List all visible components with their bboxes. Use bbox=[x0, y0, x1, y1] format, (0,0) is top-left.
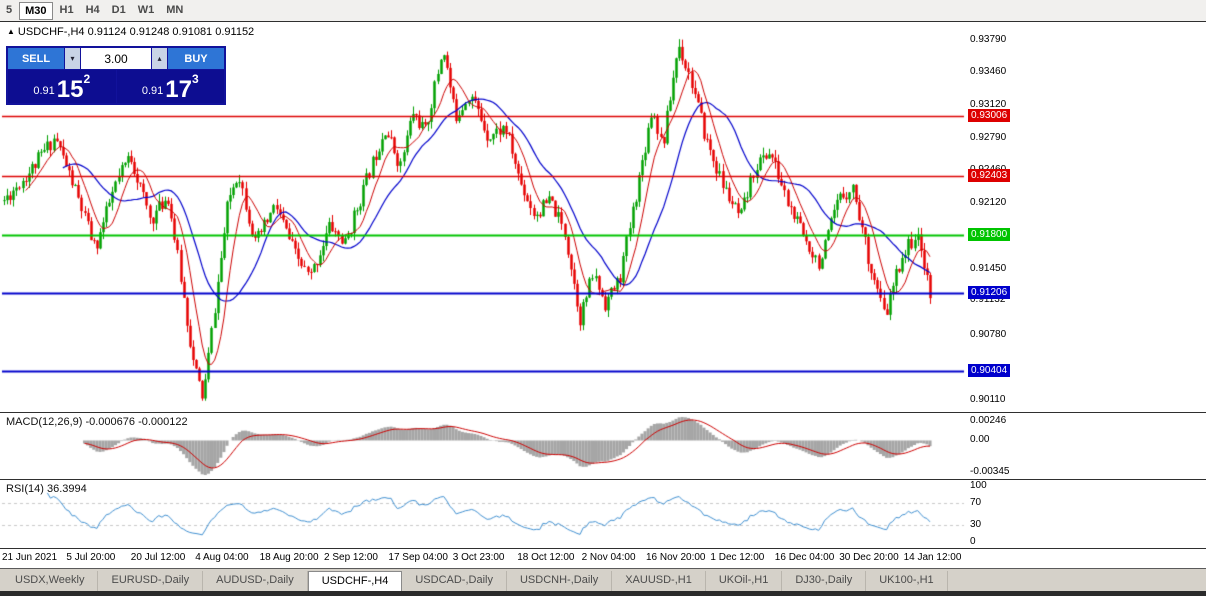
time-label: 2 Nov 04:00 bbox=[581, 552, 636, 563]
time-label: 21 Jun 2021 bbox=[2, 552, 58, 563]
buy-price-big: 17 bbox=[165, 75, 192, 103]
timeframe-button-d1[interactable]: D1 bbox=[111, 3, 126, 16]
trade-controls-row: SELL ▾ ▴ BUY bbox=[8, 48, 224, 69]
rsi-axis-label: 30 bbox=[970, 519, 982, 531]
price-tick: 0.93460 bbox=[970, 65, 1007, 77]
time-label: 18 Oct 12:00 bbox=[517, 552, 575, 563]
macd-axis: 0.00246 0.00 -0.00345 bbox=[968, 413, 1040, 479]
price-tick: 0.91450 bbox=[970, 262, 1007, 274]
chart-ohlc-header: ▲ USDCHF-,H4 0.91124 0.91248 0.91081 0.91… bbox=[7, 26, 254, 38]
time-label: 17 Sep 04:00 bbox=[388, 552, 448, 563]
rsi-axis-label: 70 bbox=[970, 496, 982, 508]
macd-axis-label: -0.00345 bbox=[970, 466, 1010, 477]
time-label: 2 Sep 12:00 bbox=[324, 552, 378, 563]
main-chart-panel: ▲ USDCHF-,H4 0.91124 0.91248 0.91081 0.91… bbox=[0, 22, 1206, 412]
buy-price-display[interactable]: 0.91 17 3 bbox=[116, 70, 224, 103]
time-label: 16 Nov 20:00 bbox=[646, 552, 706, 563]
rsi-chart[interactable] bbox=[0, 480, 966, 548]
volume-input[interactable] bbox=[81, 48, 151, 69]
time-label: 5 Jul 20:00 bbox=[66, 552, 116, 563]
sell-price-small: 0.91 bbox=[33, 85, 55, 97]
time-label: 3 Oct 23:00 bbox=[452, 552, 505, 563]
time-label: 20 Jul 12:00 bbox=[130, 552, 186, 563]
volume-increase-button[interactable]: ▴ bbox=[152, 48, 167, 69]
window-bottom-edge bbox=[0, 591, 1206, 596]
time-label: 4 Aug 04:00 bbox=[195, 552, 249, 563]
time-label: 16 Dec 04:00 bbox=[774, 552, 835, 563]
timeframe-button-h4[interactable]: H4 bbox=[85, 3, 100, 16]
rsi-label: RSI(14) 36.3994 bbox=[6, 483, 87, 495]
macd-indicator-panel: MACD(12,26,9) -0.000676 -0.000122 0.0024… bbox=[0, 412, 1206, 479]
time-label: 30 Dec 20:00 bbox=[839, 552, 899, 563]
price-tick: 0.92790 bbox=[970, 131, 1007, 143]
timeframe-button-w1[interactable]: W1 bbox=[137, 3, 155, 16]
rsi-axis-label: 100 bbox=[970, 480, 987, 491]
rsi-axis: 100 70 30 0 bbox=[968, 480, 1040, 548]
time-label: 14 Jan 12:00 bbox=[903, 552, 962, 563]
price-level-badge: 0.90404 bbox=[968, 364, 1011, 378]
chart-title: USDCHF-,H4 0.91124 0.91248 0.91081 0.911… bbox=[17, 26, 255, 38]
price-level-badge: 0.93006 bbox=[968, 109, 1011, 123]
volume-decrease-button[interactable]: ▾ bbox=[65, 48, 80, 69]
chart-tab[interactable]: USDCAD-,Daily bbox=[402, 571, 507, 591]
buy-price-small: 0.91 bbox=[141, 85, 164, 97]
chart-tab[interactable]: UKOil-,H1 bbox=[706, 571, 783, 591]
chart-tab[interactable]: AUDUSD-,Daily bbox=[203, 571, 308, 591]
chart-tab[interactable]: USDCNH-,Daily bbox=[507, 571, 613, 591]
macd-axis-label: 0.00246 bbox=[970, 415, 1007, 426]
price-tick: 0.92120 bbox=[970, 197, 1007, 209]
chart-tabs-bar: USDX,Weekly EURUSD-,Daily AUDUSD-,Daily USD… bbox=[0, 568, 1206, 591]
chart-tab[interactable]: XAUUSD-,H1 bbox=[612, 571, 706, 591]
price-tick: 0.93790 bbox=[970, 33, 1007, 45]
timeframe-button-5[interactable]: 5 bbox=[6, 3, 13, 16]
sell-price-sup: 2 bbox=[83, 72, 91, 86]
time-axis: 21 Jun 2021 5 Jul 20:00 20 Jul 12:00 4 Aug … bbox=[0, 548, 1206, 568]
sell-price-display[interactable]: 0.91 15 2 bbox=[8, 70, 116, 103]
price-tick: 0.90110 bbox=[970, 394, 1006, 406]
macd-axis-label: 0.00 bbox=[970, 434, 990, 446]
price-level-badge: 0.91800 bbox=[968, 227, 1011, 241]
price-tick: 0.90780 bbox=[970, 328, 1007, 340]
timeframe-button-h1[interactable]: H1 bbox=[59, 3, 74, 16]
chart-tab[interactable]: USDCHF-,H4 bbox=[307, 571, 403, 591]
macd-chart[interactable] bbox=[0, 413, 966, 479]
rsi-axis-label: 0 bbox=[970, 536, 976, 547]
chart-tab[interactable]: UK100-,H1 bbox=[866, 571, 948, 591]
price-tick: 0.93120 bbox=[970, 99, 1007, 111]
price-level-badge: 0.92403 bbox=[968, 168, 1011, 182]
symbol-direction-icon: ▲ bbox=[7, 27, 15, 36]
price-level-badge: 0.91206 bbox=[968, 285, 1011, 299]
sell-price-big: 15 bbox=[56, 75, 84, 103]
buy-price-sup: 3 bbox=[191, 72, 199, 86]
one-click-trading-panel: SELL ▾ ▴ BUY 0.91 15 2 0.91 17 3 bbox=[6, 46, 226, 105]
time-label: 18 Aug 20:00 bbox=[259, 552, 319, 563]
timeframe-button-mn[interactable]: MN bbox=[166, 3, 184, 16]
time-label: 1 Dec 12:00 bbox=[710, 552, 765, 563]
timeframe-button-m30[interactable]: M30 bbox=[19, 1, 53, 20]
trade-prices-row: 0.91 15 2 0.91 17 3 bbox=[8, 70, 224, 103]
sell-button[interactable]: SELL bbox=[8, 48, 64, 69]
buy-button[interactable]: BUY bbox=[168, 48, 224, 69]
price-axis: 0.937900.934600.931200.927900.924600.921… bbox=[968, 22, 1040, 412]
chart-tab[interactable]: EURUSD-,Daily bbox=[98, 571, 204, 591]
chart-tab[interactable]: USDX,Weekly bbox=[2, 571, 99, 591]
macd-label: MACD(12,26,9) -0.000676 -0.000122 bbox=[6, 416, 188, 428]
price-tick: 0.91132 bbox=[970, 294, 1006, 306]
chart-tab[interactable]: DJ30-,Daily bbox=[782, 571, 867, 591]
rsi-indicator-panel: RSI(14) 36.3994 100 70 30 0 bbox=[0, 479, 1206, 548]
timeframe-toolbar: 5 M30 H1 H4 D1 W1 MN bbox=[0, 0, 1206, 22]
